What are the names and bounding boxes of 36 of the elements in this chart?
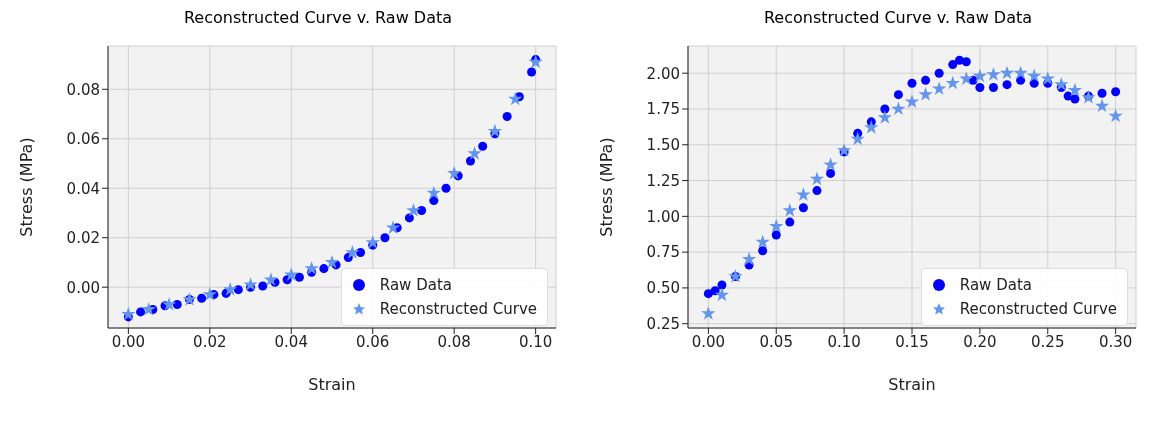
y-tick-label: 1.75 [646,100,680,119]
x-tick-label: 0.06 [356,332,390,351]
y-tick-label: 0.04 [66,179,100,198]
x-tick-label: 0.08 [437,332,471,351]
x-tick-label: 0.05 [759,332,793,351]
y-tick-label: 0.06 [66,130,100,149]
x-tick-label: 0.10 [827,332,861,351]
y-tick-label: 0.75 [646,243,680,262]
legend-label: Raw Data [959,275,1032,296]
y-tick-label: 0.50 [646,279,680,298]
legend-label: Raw Data [379,275,452,296]
x-tick-label: 0.15 [895,332,929,351]
y-tick-label: 0.25 [646,315,680,334]
x-tick-label: 0.25 [1031,332,1065,351]
x-tick-label: 0.04 [274,332,308,351]
x-tick-label: 0.10 [518,332,553,351]
y-tick-label: 0.08 [66,80,100,99]
y-axis-title: Stress (MPa) [596,137,616,237]
y-tick-label: 1.00 [646,207,680,226]
legend-label: Reconstructed Curve [379,299,537,320]
chart-title: Reconstructed Curve v. Raw Data [182,8,454,29]
x-tick-label: 0.00 [111,332,146,351]
y-tick-label: 0.02 [66,229,100,248]
x-axis-title: Strain [308,375,356,394]
x-tick-label: 0.00 [691,332,726,351]
legend-label: Reconstructed Curve [959,299,1117,320]
y-tick-label: 0.00 [66,278,100,297]
y-tick-label: 1.50 [646,136,680,155]
x-tick-label: 0.20 [963,332,997,351]
chart-title: Reconstructed Curve v. Raw Data [762,8,1034,29]
x-axis-title: Strain [888,375,936,394]
x-tick-label: 0.02 [193,332,227,351]
y-tick-label: 2.00 [646,64,680,83]
y-tick-label: 1.25 [646,171,680,190]
x-tick-label: 0.30 [1098,332,1133,351]
y-axis-title: Stress (MPa) [16,137,36,237]
